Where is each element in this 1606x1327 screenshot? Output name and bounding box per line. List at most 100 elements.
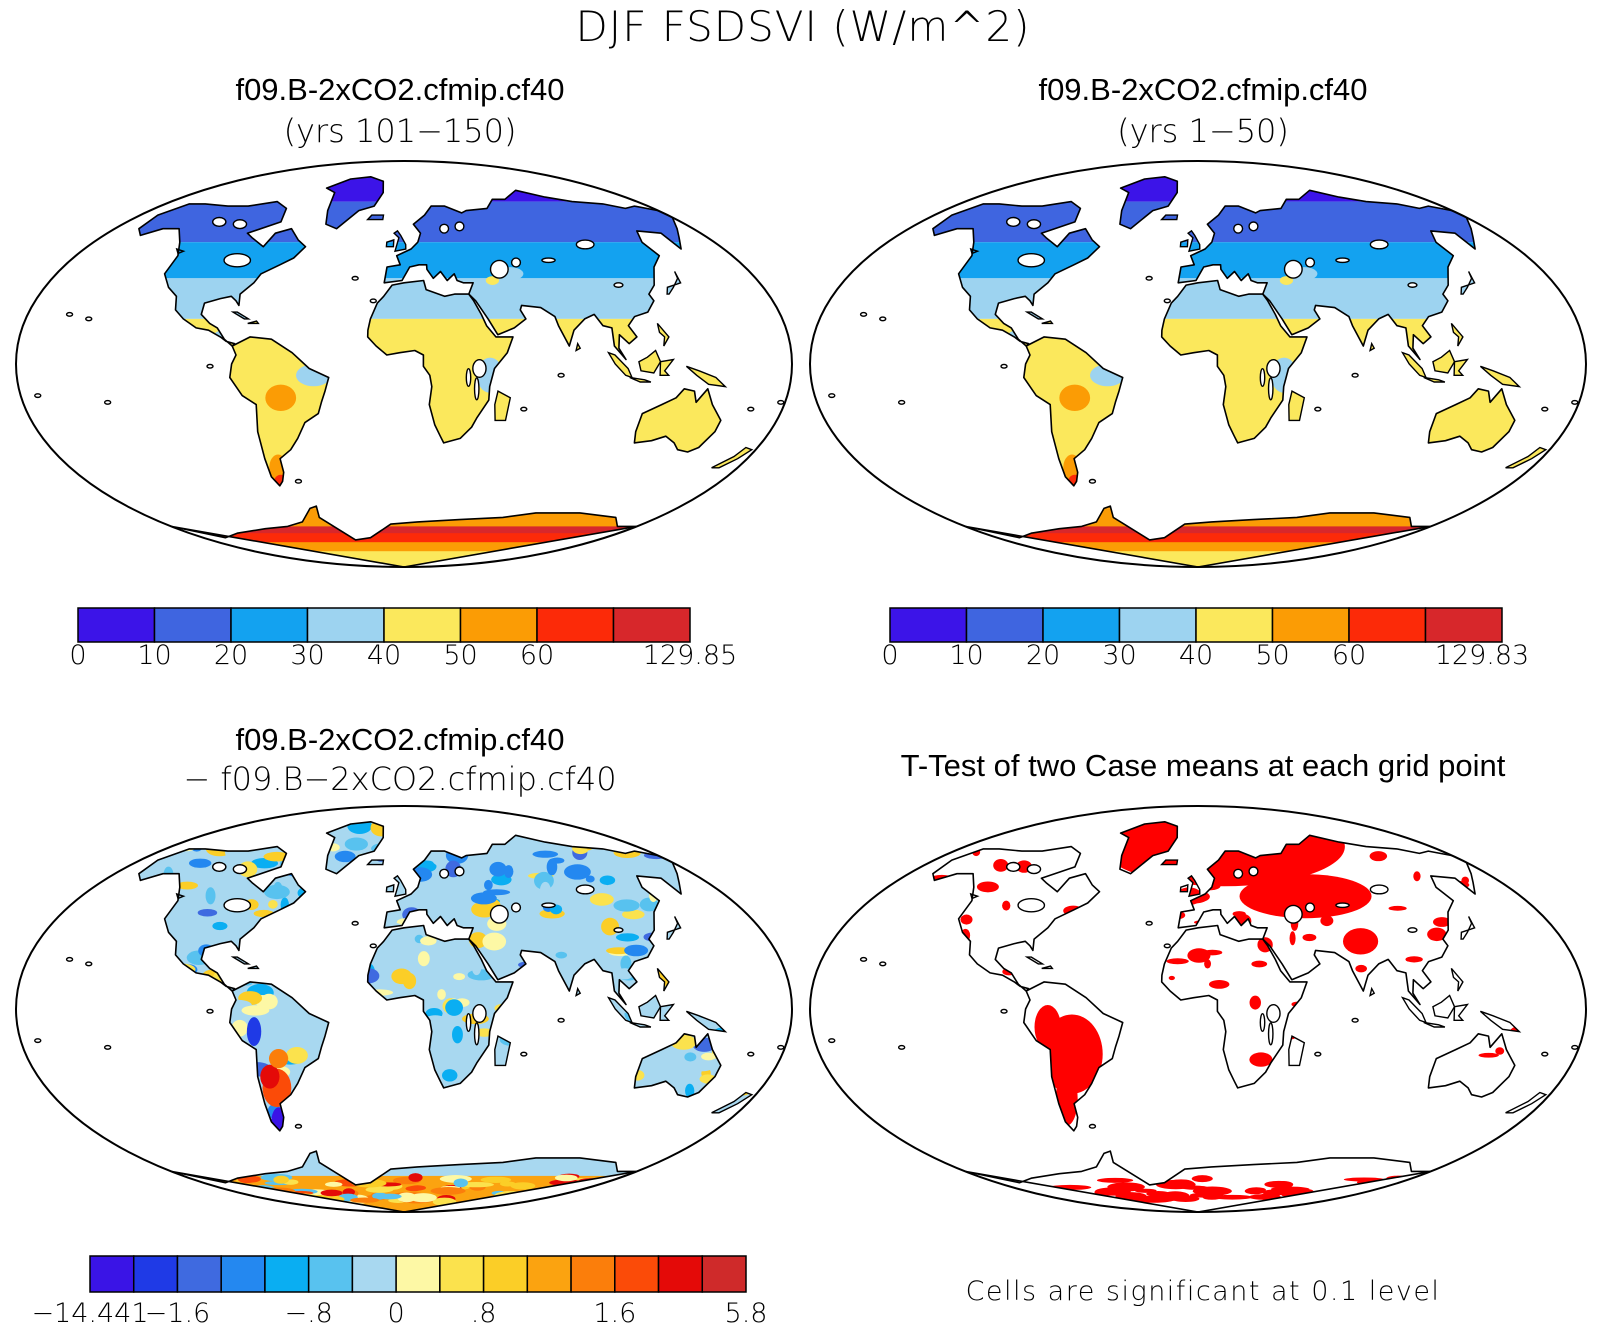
antarctica-cell [409, 1185, 427, 1191]
colorbar-tick-label: 0 [881, 640, 898, 671]
colorbar-swatch [383, 607, 462, 643]
coastline-island [666, 271, 682, 295]
field-cell [294, 1018, 309, 1034]
lake [211, 861, 227, 873]
lake [1266, 359, 1281, 379]
lake [1267, 377, 1274, 401]
lake [1267, 1022, 1274, 1046]
field-cell [344, 837, 368, 851]
small-island [34, 1038, 42, 1044]
coastline-island [175, 892, 186, 900]
field-cell [624, 944, 649, 957]
colorbar-tick-label: 20 [1026, 640, 1060, 671]
field-cell [268, 900, 278, 909]
significant-cell [1096, 1177, 1134, 1183]
significant-cell [1131, 1195, 1176, 1203]
small-island [828, 1038, 836, 1044]
field-cell [519, 921, 547, 932]
colorbar-3: −14.441−1.6 −.8 0 .8 1.6 5.8 [31, 1255, 767, 1327]
small-island [1000, 1008, 1008, 1014]
antarctica-cell [325, 1181, 343, 1187]
coastline-island [1041, 320, 1054, 325]
small-island [351, 275, 359, 281]
colorbar-swatch [307, 1255, 354, 1293]
coastline-island [1024, 311, 1046, 320]
lake [472, 359, 487, 379]
panel1-title: f09.B-2xCO2.cfmip.cf40 [235, 72, 565, 107]
coastline-island [1288, 1035, 1306, 1067]
coastline-island [385, 238, 395, 248]
field-cell [212, 921, 228, 931]
lake [541, 902, 556, 909]
coastline-australia [1427, 1033, 1516, 1098]
lake [510, 257, 522, 268]
lake [1304, 902, 1316, 913]
small-island [747, 1051, 755, 1057]
lake [575, 239, 595, 250]
coastline-island [385, 883, 395, 893]
colorbar-tick-label: 0 [388, 1298, 405, 1327]
small-island [1314, 406, 1322, 412]
colorbar-swatch [264, 1255, 310, 1293]
colorbar-tick-label: −14.441 [31, 1298, 148, 1327]
coastline-island [1479, 1010, 1522, 1033]
lake [1304, 257, 1316, 268]
map-panel-1 [15, 160, 793, 568]
panel4-title: T-Test of two Case means at each grid po… [900, 748, 1506, 783]
colorbar-tick-label: 50 [1255, 640, 1289, 671]
small-island [1541, 1051, 1549, 1057]
field-feature [246, 1017, 262, 1046]
field-cell [241, 1005, 270, 1016]
coastline-island [1159, 214, 1179, 221]
lake [472, 1004, 487, 1024]
coastline-africa [366, 279, 514, 444]
small-island [369, 943, 377, 949]
antarctica-cell [480, 1176, 512, 1183]
colorbar-swatch [132, 1255, 179, 1293]
coastline-island [969, 247, 980, 255]
coastline-northAmerica [138, 845, 307, 992]
lake [223, 897, 252, 913]
colorbar-tick-label: 40 [1179, 640, 1213, 671]
coastline-island [575, 986, 582, 997]
coastline-island [1479, 365, 1522, 388]
coastline-antarctica [964, 505, 1432, 567]
coastline-greenland [1119, 175, 1179, 230]
significant-cell [1204, 959, 1212, 969]
antarctica-cell [554, 1174, 578, 1182]
lake [473, 377, 480, 401]
coastline-greenland [325, 820, 385, 875]
small-island [103, 399, 112, 405]
colorbar-swatch [1348, 607, 1427, 643]
coastline-australia [1427, 388, 1516, 453]
colorbar-swatch [965, 607, 1044, 643]
coastline-island [175, 247, 186, 255]
colorbar-swatch [220, 1255, 266, 1293]
lake [1017, 897, 1046, 913]
field-cell [613, 899, 640, 912]
significant-cell [1244, 1187, 1265, 1195]
significant-cell [1265, 906, 1278, 911]
coastline-island [247, 320, 260, 325]
field-cell [620, 955, 632, 972]
map-border [15, 160, 793, 568]
small-island [1351, 1017, 1359, 1023]
coastline-northAmerica [138, 200, 307, 347]
map-ocean [810, 806, 1586, 1212]
field-cell [437, 989, 446, 1000]
coastline-island [365, 859, 385, 866]
significant-cell [1171, 1195, 1200, 1203]
coastline-island [1423, 376, 1446, 383]
significant-cell [1236, 861, 1258, 867]
small-island [65, 311, 74, 317]
antarctica-cell [510, 1182, 536, 1190]
field-cell [622, 909, 645, 920]
coastline-island [656, 322, 670, 347]
field-cell [205, 887, 216, 905]
small-island [206, 363, 214, 369]
small-island [520, 406, 528, 412]
map-panel-2 [809, 160, 1587, 568]
lake [613, 282, 624, 288]
antarctica-cell [408, 1173, 423, 1182]
lake [1407, 927, 1418, 933]
